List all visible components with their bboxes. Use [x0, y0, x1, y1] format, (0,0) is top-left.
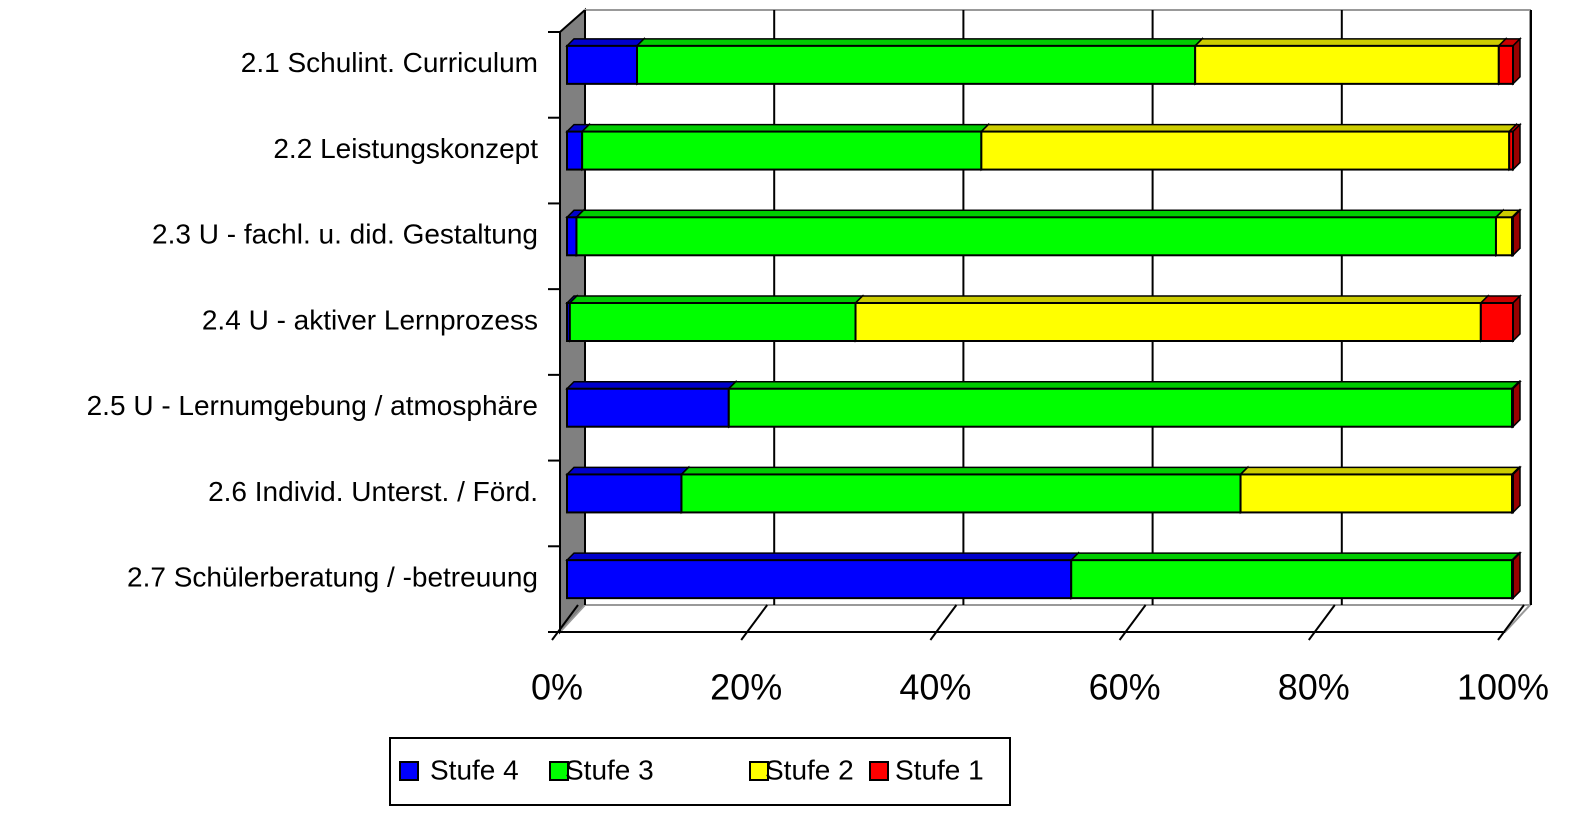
x-tick [1497, 604, 1525, 641]
bar-side [1512, 208, 1521, 258]
legend-label: Stufe 1 [895, 754, 984, 785]
x-tick [1307, 604, 1336, 641]
bar-side [1512, 294, 1521, 343]
bar-side [1512, 465, 1521, 515]
bar [566, 216, 578, 257]
x-tick-label: 40% [899, 667, 971, 708]
bar-top [635, 38, 1204, 47]
legend-swatch [399, 761, 419, 781]
bar [980, 130, 1511, 171]
bar-top [565, 38, 646, 47]
bar [1497, 44, 1515, 85]
bar-top [679, 466, 1250, 476]
bar [1239, 473, 1514, 514]
x-tick-label: 20% [710, 667, 782, 708]
bar [1511, 216, 1514, 257]
category-label: 2.2 Leistungskonzept [273, 133, 538, 164]
legend-label: Stufe 3 [565, 754, 654, 785]
bar-top [580, 123, 991, 133]
legend-swatch [869, 761, 889, 781]
bar [575, 216, 1497, 257]
legend-label: Stufe 4 [430, 754, 519, 785]
bar [1479, 302, 1515, 342]
x-tick-label: 80% [1278, 667, 1350, 708]
bar-top [574, 209, 1505, 219]
bar-top [1069, 552, 1521, 561]
x-tick-label: 0% [531, 667, 583, 708]
category-label: 2.1 Schulint. Curriculum [241, 47, 538, 78]
bar [566, 387, 730, 428]
category-label: 2.6 Individ. Unterst. / Förd. [208, 476, 538, 507]
bar [854, 302, 1482, 342]
bar-side [1512, 551, 1521, 600]
category-label: 2.3 U - fachl. u. did. Gestaltung [152, 219, 538, 250]
bar-side [1512, 379, 1521, 429]
category-label: 2.4 U - aktiver Lernprozess [202, 304, 538, 335]
bar [581, 130, 983, 171]
category-label: 2.7 Schülerberatung / -betreuung [127, 562, 538, 593]
x-tick [929, 604, 958, 641]
bar [566, 473, 683, 514]
bar [1511, 387, 1514, 428]
bar-side [1512, 37, 1521, 86]
bar-top [568, 295, 865, 304]
floor [557, 604, 1533, 633]
legend-box [389, 737, 1011, 806]
bar [566, 559, 1073, 600]
bar-top [565, 552, 1081, 561]
bar-top [853, 295, 1490, 304]
bar-top [1238, 466, 1521, 476]
x-tick-label: 60% [1089, 667, 1161, 708]
x-tick-label: 100% [1457, 667, 1549, 708]
bar [568, 302, 857, 342]
bar [1194, 44, 1500, 85]
x-tick [551, 604, 579, 641]
bar [636, 44, 1197, 85]
category-label: 2.5 U - Lernumgebung / atmosphäre [87, 390, 538, 421]
bar [680, 473, 1242, 514]
legend-label: Stufe 2 [765, 754, 854, 785]
legend-swatch [749, 761, 769, 781]
x-tick [1118, 604, 1147, 641]
bar [1508, 130, 1514, 171]
x-tick [740, 604, 769, 641]
bar [1070, 559, 1514, 600]
bar-top [979, 123, 1519, 133]
bar [727, 387, 1514, 428]
bar-top [565, 466, 691, 476]
bar-top [565, 380, 738, 390]
bar [566, 130, 584, 171]
bar-top [726, 380, 1521, 390]
bar-side [1512, 122, 1521, 172]
bar [1494, 216, 1514, 257]
bar [566, 44, 639, 85]
bar [1511, 559, 1514, 600]
bar [1511, 473, 1514, 514]
bar-top [1193, 38, 1508, 47]
legend-swatch [549, 761, 569, 781]
